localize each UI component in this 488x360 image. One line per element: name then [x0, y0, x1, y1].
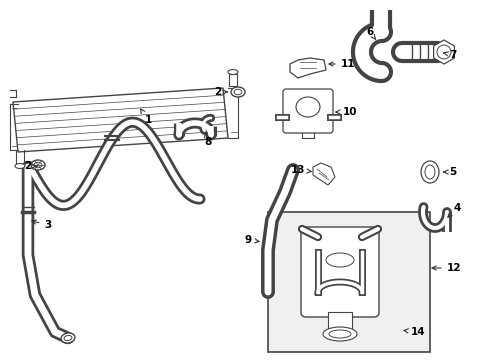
- Text: 9: 9: [244, 235, 259, 245]
- Text: 14: 14: [403, 327, 425, 337]
- Text: 5: 5: [443, 167, 456, 177]
- Polygon shape: [433, 40, 453, 64]
- FancyBboxPatch shape: [301, 227, 378, 317]
- Ellipse shape: [420, 161, 438, 183]
- Text: 13: 13: [290, 165, 310, 175]
- Ellipse shape: [64, 336, 72, 341]
- Text: 11: 11: [328, 59, 354, 69]
- Text: 2: 2: [24, 161, 37, 171]
- Ellipse shape: [295, 97, 319, 117]
- Bar: [267, 212, 429, 352]
- Ellipse shape: [436, 45, 450, 59]
- Ellipse shape: [34, 162, 42, 168]
- Ellipse shape: [323, 327, 356, 341]
- Ellipse shape: [328, 330, 350, 338]
- Text: 1: 1: [141, 109, 151, 125]
- Ellipse shape: [424, 165, 434, 179]
- Ellipse shape: [230, 87, 244, 97]
- Text: 8: 8: [204, 133, 211, 147]
- Ellipse shape: [15, 163, 25, 168]
- Ellipse shape: [325, 253, 353, 267]
- Ellipse shape: [61, 333, 75, 343]
- Text: 3: 3: [32, 220, 52, 230]
- Text: 12: 12: [431, 263, 460, 273]
- Text: 2: 2: [214, 87, 227, 97]
- Ellipse shape: [227, 69, 238, 75]
- FancyBboxPatch shape: [283, 89, 332, 133]
- Text: 7: 7: [443, 50, 456, 60]
- FancyBboxPatch shape: [327, 312, 351, 334]
- Ellipse shape: [234, 89, 242, 95]
- Text: 6: 6: [366, 27, 375, 40]
- Text: 4: 4: [447, 203, 460, 217]
- Ellipse shape: [31, 160, 45, 170]
- Text: 10: 10: [335, 107, 357, 117]
